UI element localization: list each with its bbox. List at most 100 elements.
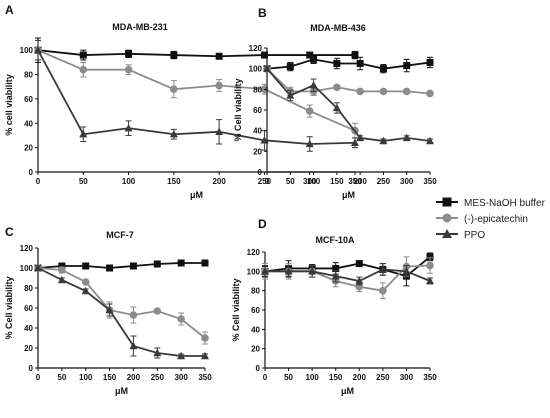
x-tick-label: 50 (57, 373, 66, 382)
y-tick-label: 40 (251, 325, 260, 334)
series-line (266, 58, 431, 70)
panel-letter: C (5, 225, 14, 239)
data-point-triangle (355, 276, 364, 285)
data-point-square (306, 51, 314, 59)
series-line (37, 49, 355, 58)
y-tick-label: 100 (20, 46, 34, 55)
series-mes-naoh-buffer (34, 37, 359, 63)
data-point-circle (215, 81, 223, 90)
y-tick-label: 60 (253, 106, 262, 115)
x-tick-label: 100 (122, 177, 136, 186)
data-point-triangle (201, 351, 209, 360)
x-tick-label: 150 (330, 177, 344, 186)
series-line (37, 49, 356, 132)
data-point-triangle (426, 136, 434, 145)
panel-letter: B (258, 6, 267, 20)
y-tick-label: 80 (251, 287, 260, 296)
legend-label-mes-naoh-buffer: MES-NaOH buffer (464, 198, 546, 209)
series-line (266, 68, 431, 142)
series-ppo (261, 263, 434, 286)
x-tick-label: 150 (167, 177, 181, 186)
x-tick-label: 0 (263, 373, 268, 382)
data-point-square (260, 51, 268, 59)
data-point-circle (305, 107, 314, 115)
data-point-circle (379, 286, 387, 295)
x-tick-label: 300 (303, 177, 317, 186)
x-tick-label: 200 (353, 177, 367, 186)
y-tick-label: 40 (253, 127, 262, 136)
data-point-circle (79, 65, 88, 74)
data-point-square (355, 260, 363, 268)
data-point-circle (124, 65, 133, 74)
x-tick-label: 50 (284, 373, 293, 382)
legend-item-epicatechin: (-)-epicatechin (436, 213, 528, 225)
y-tick-label: 120 (247, 248, 261, 257)
y-tick-label: 100 (247, 267, 261, 276)
x-tick-label: 350 (198, 373, 212, 382)
data-point-square (201, 259, 209, 267)
x-tick-label: 0 (36, 373, 41, 382)
panel-title: MDA-MB-231 (112, 22, 168, 32)
x-axis-label: μM (190, 190, 203, 200)
y-tick-label: 0 (29, 364, 34, 373)
data-point-square (356, 60, 364, 67)
y-axis-label: % cell viability (4, 74, 14, 136)
panel-d: D MCF-10A 0 50 100 150 200 250 300 350 0 20 40 60 80 10… (231, 217, 437, 396)
data-point-square (79, 51, 87, 59)
series-line (37, 262, 205, 269)
y-tick-label: 120 (20, 244, 34, 253)
legend-item-ppo: PPO (436, 229, 485, 241)
series-ppo (263, 64, 434, 145)
data-point-triangle (378, 265, 387, 273)
data-point-triangle (34, 263, 42, 272)
data-point-square (106, 264, 114, 272)
data-point-square (58, 262, 66, 270)
panel-title: MCF-7 (106, 230, 134, 240)
x-tick-label: 300 (400, 177, 414, 186)
x-axis-label: μM (115, 386, 128, 396)
x-tick-label: 150 (103, 373, 117, 382)
y-tick-label: 20 (253, 147, 262, 156)
data-point-triangle (153, 348, 162, 357)
y-tick-label: 60 (24, 304, 33, 313)
data-point-triangle (263, 64, 271, 72)
x-tick-label: 100 (307, 177, 321, 186)
data-point-circle (81, 278, 90, 286)
data-point-triangle (402, 267, 411, 275)
x-tick-label: 350 (423, 177, 437, 186)
data-point-square (351, 51, 359, 59)
data-point-triangle (284, 267, 293, 275)
data-point-square (333, 60, 341, 67)
x-tick-label: 200 (127, 373, 141, 382)
data-point-square (129, 262, 137, 270)
y-tick-label: 20 (24, 144, 33, 153)
data-point-triangle (351, 138, 359, 146)
x-tick-label: 300 (400, 373, 414, 382)
x-tick-label: 50 (79, 177, 88, 186)
y-tick-label: 0 (258, 168, 263, 177)
x-tick-label: 0 (265, 177, 270, 186)
data-point-circle (129, 311, 138, 319)
data-point-triangle (105, 305, 114, 314)
data-point-circle (201, 334, 209, 342)
data-point-circle (333, 83, 341, 92)
data-point-square (125, 50, 133, 58)
panel-b: B MDA-MB-436 0 50 100 150 200 250 300 350 0 20 40 60 8… (233, 6, 437, 200)
data-point-square (286, 63, 294, 71)
x-tick-label: 350 (348, 177, 362, 186)
x-tick-label: 50 (286, 177, 295, 186)
x-tick-label: 100 (79, 373, 93, 382)
series-line (37, 267, 205, 357)
data-point-circle (379, 87, 388, 96)
x-axis-label: μM (342, 190, 355, 200)
x-tick-label: 250 (377, 177, 391, 186)
panel-letter: A (5, 3, 14, 17)
y-tick-label: 80 (24, 284, 33, 293)
series-line (265, 268, 431, 282)
data-point-triangle (426, 276, 434, 285)
data-point-square (403, 62, 411, 70)
series-line (37, 267, 206, 339)
data-point-square (170, 51, 178, 59)
data-point-triangle (129, 341, 138, 350)
